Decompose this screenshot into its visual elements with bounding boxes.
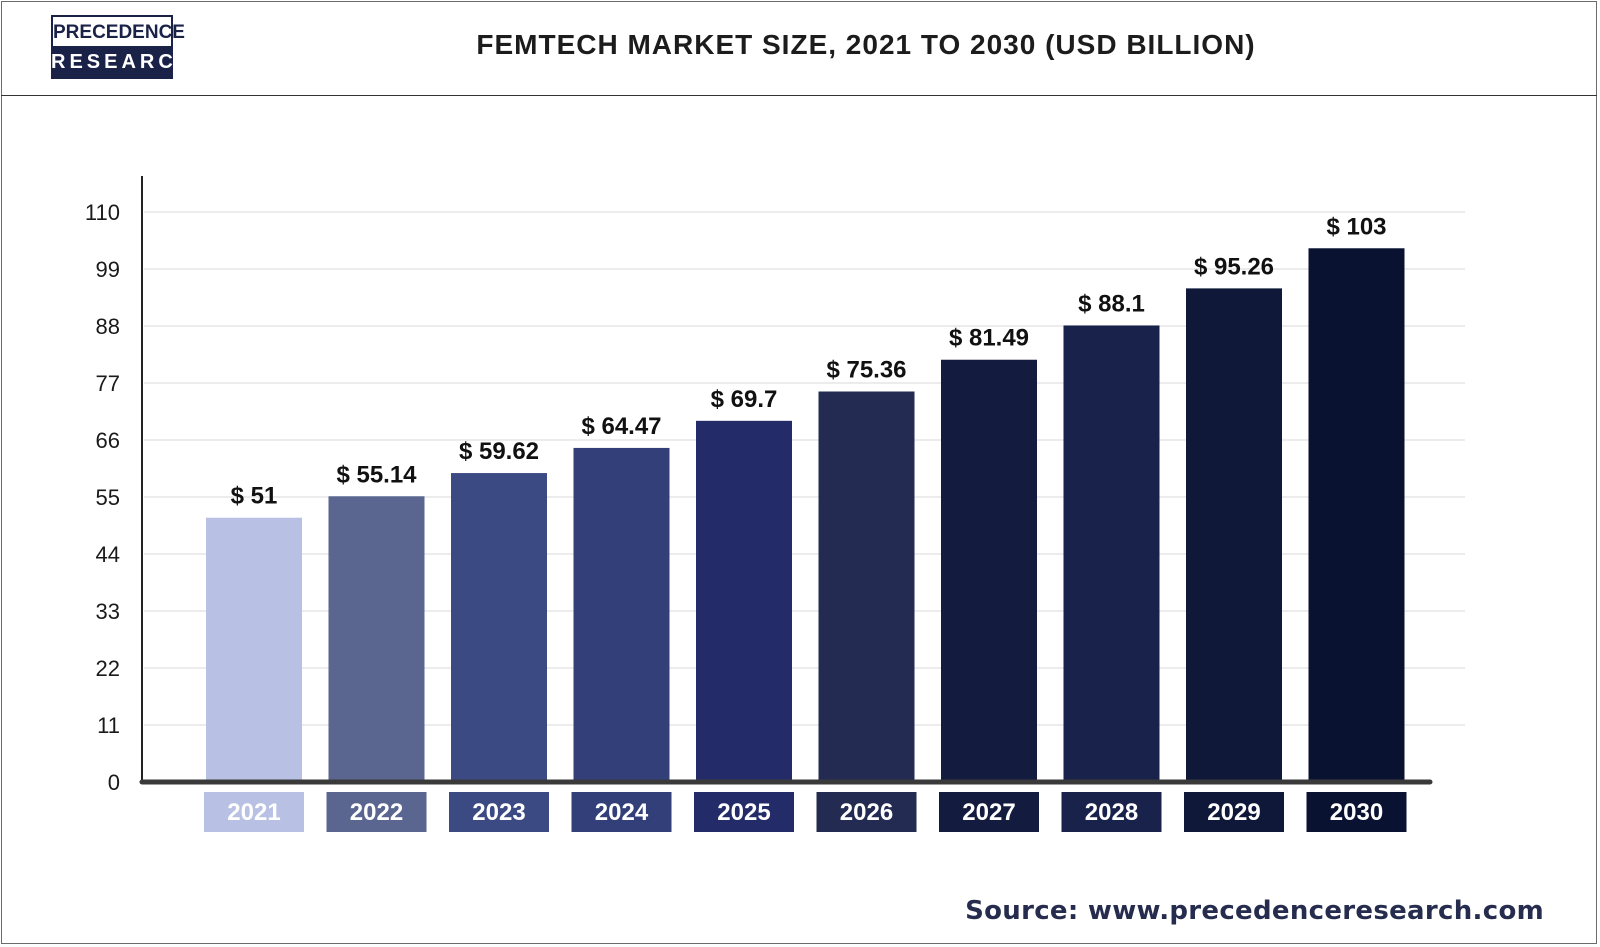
- bar: [1308, 248, 1405, 783]
- x-tick-label: 2029: [1207, 799, 1260, 826]
- category-label-box: [816, 792, 917, 832]
- category-label-box: [204, 792, 304, 832]
- bar-value-label: $ 69.7: [711, 386, 778, 413]
- brand-logo: PRECEDENCE RESEARCH: [51, 15, 191, 81]
- bar-value-label: $ 81.49: [949, 325, 1029, 352]
- x-tick-label: 2027: [962, 799, 1015, 826]
- x-tick-label: 2028: [1085, 799, 1138, 826]
- y-tick-label: 11: [97, 713, 120, 738]
- bar: [573, 447, 670, 782]
- logo-top-text: PRECEDENCE: [51, 15, 185, 46]
- x-tick-label: 2024: [595, 799, 649, 826]
- bar: [941, 359, 1037, 782]
- bar-value-label: $ 64.47: [581, 413, 661, 440]
- bar: [696, 420, 792, 782]
- y-tick-label: 44: [96, 542, 120, 567]
- bar: [328, 496, 425, 782]
- y-tick-label: 0: [108, 770, 120, 795]
- y-tick-label: 110: [85, 200, 120, 225]
- y-tick-label: 99: [96, 257, 120, 282]
- y-tick-label: 33: [96, 599, 120, 624]
- category-label-box: [1306, 792, 1407, 832]
- bar: [451, 473, 547, 782]
- bar: [1063, 325, 1160, 782]
- header-bar: PRECEDENCE RESEARCH FEMTECH MARKET SIZE,…: [1, 1, 1597, 96]
- bar: [206, 517, 302, 782]
- bar-value-label: $ 55.14: [336, 461, 417, 488]
- y-tick-label: 22: [96, 656, 120, 681]
- source-text: Source: www.precedenceresearch.com: [965, 896, 1544, 926]
- chart-title: FEMTECH MARKET SIZE, 2021 TO 2030 (USD B…: [476, 29, 1256, 60]
- bar-value-label: $ 51: [231, 483, 278, 510]
- category-label-box: [571, 792, 672, 832]
- bar-value-label: $ 95.26: [1194, 253, 1274, 280]
- bar: [818, 391, 915, 782]
- y-tick-label: 55: [96, 485, 120, 510]
- y-tick-label: 88: [96, 314, 120, 339]
- category-label-box: [449, 792, 549, 832]
- logo-bottom-text: RESEARCH: [51, 46, 191, 79]
- x-tick-label: 2026: [840, 799, 893, 826]
- x-tick-label: 2023: [472, 799, 525, 826]
- x-tick-label: 2022: [350, 799, 403, 826]
- category-label-box: [326, 792, 427, 832]
- category-label-box: [1184, 792, 1284, 832]
- bar-value-label: $ 75.36: [826, 356, 906, 383]
- category-label-box: [939, 792, 1039, 832]
- y-tick-label: 66: [96, 428, 120, 453]
- x-tick-label: 2025: [717, 799, 770, 826]
- x-tick-label: 2021: [227, 799, 280, 826]
- bar-value-label: $ 59.62: [459, 438, 539, 465]
- x-tick-label: 2030: [1330, 799, 1383, 826]
- category-label-box: [1061, 792, 1162, 832]
- bar-value-label: $ 88.1: [1078, 290, 1145, 317]
- y-tick-label: 77: [96, 371, 120, 396]
- bar: [1186, 288, 1282, 782]
- category-label-box: [694, 792, 794, 832]
- bar-value-label: $ 103: [1326, 213, 1386, 240]
